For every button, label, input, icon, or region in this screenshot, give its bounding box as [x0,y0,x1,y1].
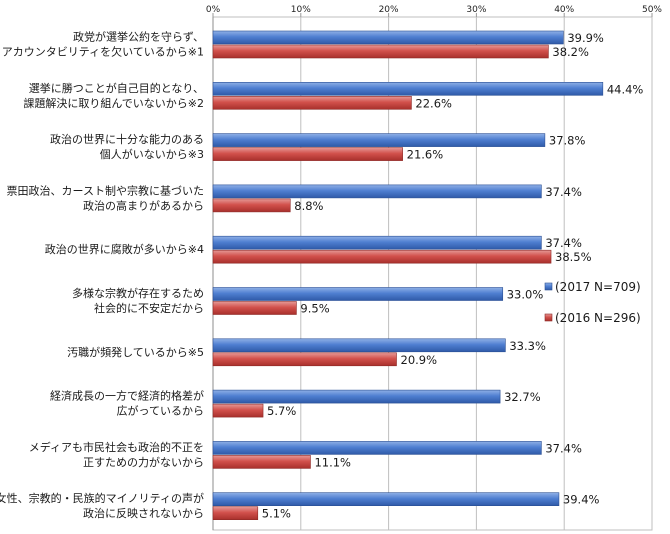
bar-2016 [212,44,549,59]
bar-2017 [212,82,604,96]
data-label: 9.5% [300,302,329,316]
data-label: 20.9% [401,353,438,367]
data-label: 33.3% [509,339,546,353]
category-labels: 政党が選挙公約を守らず、アカウンタビリティを欠いているから※1 選挙に勝つことが自… [0,30,204,521]
bar-2017 [212,492,560,507]
bars [212,30,604,521]
bar-2016 [212,96,412,110]
data-label: 5.1% [262,507,291,521]
x-tick-label: 50% [642,5,662,15]
bar-2016 [212,403,264,418]
data-label: 8.8% [294,199,323,213]
category-label: メディアも市民社会も政治的不正を正すための力がないから [29,440,204,469]
bar-2017 [212,338,506,353]
x-tick-label: 30% [466,5,486,15]
category-label: 女性、宗教的・民族的マイノリティの声が政治に反映されないから [0,491,204,520]
data-label: 37.4% [545,441,582,455]
bar-2017 [212,184,542,199]
legend-swatch-2017 [544,282,553,291]
data-label: 38.5% [555,250,592,264]
legend-label-2016: (2016 N=296) [555,311,641,325]
category-label: 汚職が頻発しているから※5 [67,345,204,359]
data-label: 32.7% [504,390,541,404]
category-label: 政治の世界に腐敗が多いから※4 [45,242,204,256]
data-label: 37.4% [545,236,582,250]
data-label: 21.6% [407,148,444,162]
data-label: 44.4% [607,82,644,96]
data-label: 37.8% [549,134,586,148]
bar-2017 [212,389,501,404]
bar-2016 [212,249,552,264]
bar-2016 [212,506,259,521]
x-tick-label: 40% [554,5,574,15]
category-label: 多様な宗教が存在するため社会的に不安定だから [72,286,204,315]
data-label: 38.2% [552,45,589,59]
legend-swatch-2016 [544,313,553,322]
bar-2016 [212,301,297,315]
x-axis: 0% 10% 20% 30% 40% 50% [206,5,662,17]
data-label: 11.1% [314,455,351,469]
bar-2016 [212,147,403,161]
x-tick-label: 20% [379,5,399,15]
bar-2017 [212,235,542,250]
data-label: 39.9% [567,31,604,45]
bar-2017 [212,287,504,301]
data-label: 39.4% [563,493,600,507]
bar-2016 [212,352,397,367]
bar-2016 [212,198,291,213]
category-label: 政治の世界に十分な能力のある個人がいないから※3 [50,132,204,161]
category-label: 票田政治、カースト制や宗教に基づいた政治の高まりがあるから [7,183,204,212]
x-tick-label: 0% [206,5,221,15]
bar-2017 [212,30,564,45]
bar-2017 [212,441,542,455]
legend: (2017 N=709) (2016 N=296) [544,280,641,325]
x-tick-label: 10% [291,5,311,15]
category-label: 選挙に勝つことが自己目的となり、課題解決に取り組んでいないから※2 [23,81,204,110]
data-label: 22.6% [415,96,452,110]
data-label: 33.0% [507,288,544,302]
category-label: 経済成長の一方で経済的格差が広がっているから [50,389,204,418]
bar-2017 [212,133,546,147]
data-label: 37.4% [545,185,582,199]
bar-2016 [212,455,311,469]
data-label: 5.7% [267,404,296,418]
data-labels: 39.9%38.2% 44.4% 22.6% 37.8% 21.6% 37.4% 8.8% 3… [262,31,644,521]
category-label: 政党が選挙公約を守らず、アカウンタビリティを欠いているから※1 [2,30,204,59]
legend-label-2017: (2017 N=709) [555,280,641,294]
